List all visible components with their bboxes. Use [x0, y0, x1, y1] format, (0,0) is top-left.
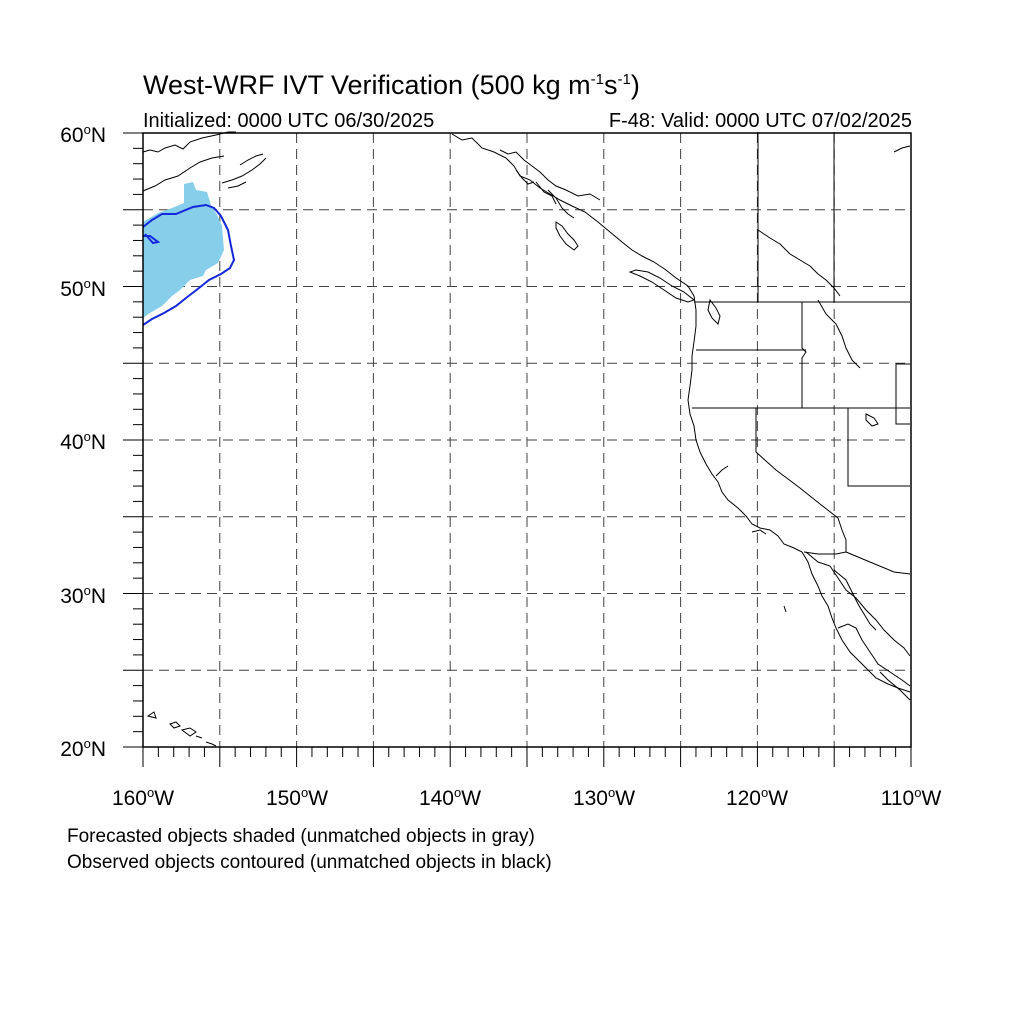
valid-time-label: F-48: Valid: 0000 UTC 07/02/2025: [608, 110, 912, 132]
lat-label-20: 20oN: [60, 736, 106, 761]
lon-label-130w: 130oW: [572, 785, 636, 810]
init-time-label: Initialized: 0000 UTC 06/30/2025: [143, 110, 435, 132]
coastlines: [142, 131, 911, 747]
map-title: West-WRF IVT Verification (500 kg m-1s-1…: [143, 70, 640, 100]
lon-label-160w: 160oW: [111, 785, 175, 810]
political-boundaries: [692, 132, 911, 575]
caption-observed: Observed objects contoured (unmatched ob…: [67, 852, 552, 873]
lon-label-150w: 150oW: [265, 785, 329, 810]
observed-object-contour: [142, 203, 236, 326]
lat-label-60: 60oN: [60, 122, 106, 147]
forecast-object-shaded: [143, 182, 224, 318]
lon-label-140w: 140oW: [418, 785, 482, 810]
grid-lines: [143, 133, 911, 747]
lon-label-120w: 120oW: [725, 785, 789, 810]
lat-label-30: 30oN: [60, 583, 106, 608]
lat-label-40: 40oN: [60, 429, 106, 454]
caption-forecast: Forecasted objects shaded (unmatched obj…: [67, 826, 535, 847]
tick-marks: [123, 132, 912, 767]
lat-label-50: 50oN: [60, 276, 106, 301]
lon-label-110w: 110oW: [880, 785, 942, 810]
